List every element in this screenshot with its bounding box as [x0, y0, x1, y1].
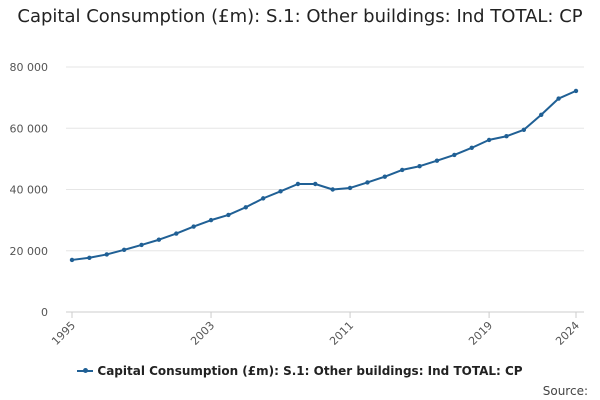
data-point — [539, 112, 544, 117]
data-point — [365, 180, 370, 185]
data-point — [573, 88, 579, 94]
data-point — [87, 255, 92, 260]
data-point — [556, 96, 561, 101]
data-point — [295, 181, 301, 187]
data-point — [174, 231, 179, 236]
legend: Capital Consumption (£m): S.1: Other bui… — [0, 364, 600, 378]
data-point — [347, 185, 353, 191]
data-point — [313, 181, 318, 187]
y-axis-ticks: 0 20 000 40 000 60 000 80 000 — [10, 61, 49, 319]
y-tick-label: 40 000 — [10, 184, 49, 197]
data-point — [104, 252, 109, 257]
data-point — [278, 189, 283, 194]
source-label: Source: — [542, 384, 588, 398]
y-tick-label: 0 — [41, 306, 48, 319]
x-axis-ticks: 1995 2003 2011 2019 2024 — [49, 312, 582, 348]
data-point — [521, 127, 527, 132]
data-point — [156, 237, 162, 242]
data-point — [434, 158, 440, 163]
legend-label: Capital Consumption (£m): S.1: Other bui… — [97, 364, 523, 378]
data-point — [382, 174, 388, 179]
y-tick-label: 20 000 — [10, 245, 49, 258]
data-point — [191, 224, 196, 229]
gridlines — [66, 66, 584, 252]
data-point — [452, 152, 457, 158]
data-point — [400, 167, 405, 173]
data-point — [504, 134, 509, 139]
x-tick-label: 2011 — [327, 319, 356, 348]
y-tick-label: 80 000 — [10, 61, 49, 74]
series-layer — [69, 88, 579, 263]
x-tick-label: 1995 — [49, 319, 78, 348]
data-point — [69, 257, 75, 263]
data-point — [260, 196, 266, 201]
x-tick-label: 2019 — [466, 319, 495, 348]
data-point — [417, 164, 422, 169]
chart-title: Capital Consumption (£m): S.1: Other bui… — [17, 6, 583, 27]
data-point — [330, 187, 335, 192]
legend-swatch — [77, 367, 94, 373]
data-point — [469, 145, 474, 151]
data-point — [486, 137, 492, 143]
data-point — [243, 205, 248, 210]
data-point — [226, 212, 231, 218]
x-tick-label: 2024 — [553, 319, 582, 348]
y-tick-label: 60 000 — [10, 122, 49, 135]
data-point — [139, 242, 144, 248]
series-line — [71, 89, 577, 261]
data-point — [121, 247, 127, 253]
data-point — [208, 217, 214, 223]
x-tick-label: 2003 — [188, 319, 217, 348]
